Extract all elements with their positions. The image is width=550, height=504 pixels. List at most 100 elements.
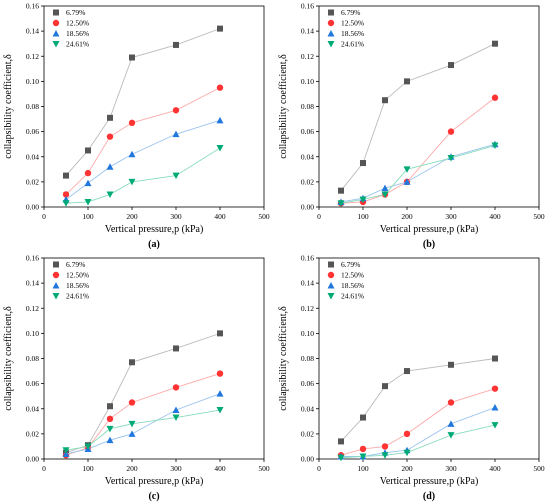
legend: 6.79% 12.50%18.56% 24.61% <box>52 8 89 49</box>
series-line <box>65 147 221 204</box>
data-point <box>84 169 92 177</box>
series-line <box>65 28 221 176</box>
legend-marker <box>52 19 60 27</box>
legend-marker <box>328 9 334 16</box>
data-point <box>62 450 70 457</box>
y-tick-label: 0.10 <box>301 329 314 338</box>
data-point <box>360 160 366 167</box>
data-point <box>216 370 224 377</box>
data-point <box>63 172 69 179</box>
x-tick-label: 100 <box>82 212 94 221</box>
data-point <box>491 94 499 101</box>
y-tick-label: 0.06 <box>301 127 314 136</box>
data-point <box>447 432 455 439</box>
legend-entry: 6.79% <box>341 260 360 269</box>
data-point <box>491 422 499 429</box>
series-1 <box>63 330 223 456</box>
legend-entry: 24.61% <box>66 40 89 49</box>
data-point <box>492 355 498 362</box>
legend: 6.79% 12.50%18.56% 24.61% <box>327 8 364 49</box>
x-tick-label: 100 <box>357 464 369 473</box>
data-point <box>338 438 344 445</box>
x-tick-label: 0 <box>317 212 321 221</box>
series-line <box>65 409 221 451</box>
data-point <box>447 128 455 135</box>
data-point <box>404 368 410 375</box>
y-tick-label: 0.04 <box>26 404 39 413</box>
legend: 6.79% 12.50%18.56% 24.61% <box>327 260 364 301</box>
y-tick-label: 0.16 <box>26 254 39 263</box>
y-tick-label: 0.04 <box>301 152 314 161</box>
data-point <box>491 403 499 411</box>
data-point <box>173 345 179 352</box>
x-tick-label: 300 <box>445 212 457 221</box>
data-point <box>62 447 70 454</box>
data-point <box>172 414 180 422</box>
data-point <box>128 420 136 428</box>
y-axis-label: collapsibility coefficient,δ <box>3 54 14 159</box>
data-point <box>106 191 114 198</box>
data-point <box>129 54 135 61</box>
data-point <box>359 196 367 203</box>
series-1 <box>63 25 223 179</box>
data-point <box>84 443 92 450</box>
series-3 <box>337 140 499 205</box>
legend-entry: 24.61% <box>341 292 364 301</box>
x-tick-label: 400 <box>489 212 501 221</box>
data-point <box>216 390 224 397</box>
legend-marker <box>327 282 335 289</box>
y-tick-label: 0.08 <box>301 102 314 111</box>
series-1 <box>338 40 498 194</box>
chart-svg-d: 0 100 200 300 400 500 0.00 0.02 0.04 0.06 0.08 0.10… <box>278 254 545 503</box>
x-tick-label: 400 <box>214 464 226 473</box>
data-point <box>216 144 224 152</box>
legend-marker <box>52 30 60 37</box>
data-point <box>447 399 455 406</box>
data-point <box>217 330 223 337</box>
data-point <box>381 191 389 198</box>
data-point <box>381 452 389 459</box>
data-point <box>382 97 388 104</box>
chart-panel-b: 0 100 200 300 400 500 0.00 0.02 0.04 0.06 0.08 0.10… <box>275 0 550 252</box>
data-point <box>359 453 367 460</box>
legend-marker <box>53 9 59 16</box>
data-point <box>107 403 113 410</box>
series-3 <box>62 390 224 457</box>
legend-marker <box>327 271 335 279</box>
data-point <box>337 454 345 462</box>
legend-marker <box>52 41 60 48</box>
y-axis-label: collapsibility coefficient,δ <box>278 306 289 411</box>
series-line <box>65 119 221 200</box>
y-tick-label: 0.12 <box>301 304 314 313</box>
series-line <box>65 87 221 195</box>
legend: 6.79% 12.50%18.56% 24.61% <box>52 260 89 301</box>
series-line <box>340 43 496 191</box>
x-tick-label: 500 <box>533 212 545 221</box>
data-point <box>172 172 180 180</box>
data-point <box>448 62 454 69</box>
data-point <box>216 116 224 124</box>
legend-marker <box>52 271 60 279</box>
data-point <box>359 445 367 453</box>
data-point <box>448 361 454 368</box>
series-line <box>340 97 496 204</box>
x-tick-label: 400 <box>214 212 226 221</box>
legend-entry: 18.56% <box>66 29 89 38</box>
data-point <box>338 187 344 194</box>
x-tick-label: 400 <box>489 464 501 473</box>
data-point <box>403 178 411 185</box>
legend-entry: 24.61% <box>66 292 89 301</box>
x-tick-label: 500 <box>258 212 270 221</box>
data-point <box>382 383 388 390</box>
data-point <box>128 178 136 186</box>
data-point <box>106 436 114 444</box>
legend-entry: 12.50% <box>341 271 364 280</box>
data-point <box>128 399 136 406</box>
y-tick-label: 0.04 <box>26 152 39 161</box>
y-tick-label: 0.14 <box>26 27 39 36</box>
legend-entry: 12.50% <box>66 19 89 28</box>
chart-svg-c: 0 100 200 300 400 500 0.00 0.02 0.04 0.06 0.08 0.10… <box>3 254 270 503</box>
y-tick-label: 0.00 <box>301 203 314 212</box>
legend-marker <box>327 293 335 300</box>
data-point <box>173 41 179 48</box>
